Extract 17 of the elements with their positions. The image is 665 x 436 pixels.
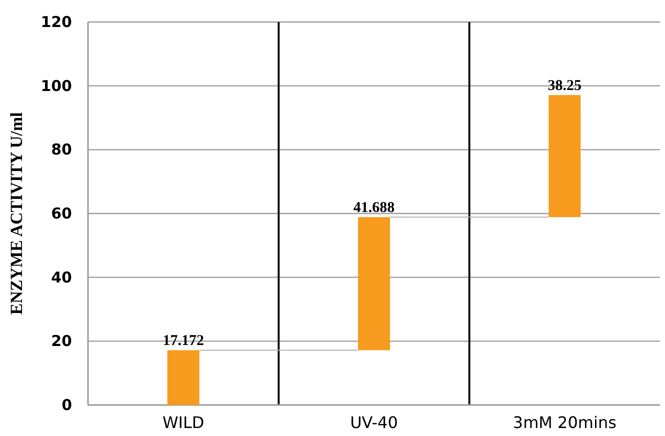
y-tick-label: 0 — [62, 396, 72, 414]
bar — [167, 350, 200, 405]
x-tick-label: 3mM 20mins — [512, 413, 616, 432]
y-tick-label: 20 — [51, 332, 72, 350]
y-tick-label: 60 — [51, 204, 72, 222]
data-label: 17.172 — [162, 333, 204, 350]
y-tick-label: 80 — [51, 140, 72, 159]
bar — [358, 217, 390, 350]
bar — [548, 95, 581, 218]
y-tick-label: 100 — [40, 76, 72, 95]
x-tick-label: WILD — [162, 413, 204, 432]
x-tick-label: UV-40 — [350, 413, 398, 432]
data-label: 38.25 — [548, 78, 582, 94]
data-label: 41.688 — [353, 200, 395, 216]
y-axis-title: ENZYME ACTIVITY U/ml — [7, 112, 26, 315]
y-tick-label: 120 — [40, 13, 72, 31]
y-tick-label: 40 — [51, 268, 72, 286]
